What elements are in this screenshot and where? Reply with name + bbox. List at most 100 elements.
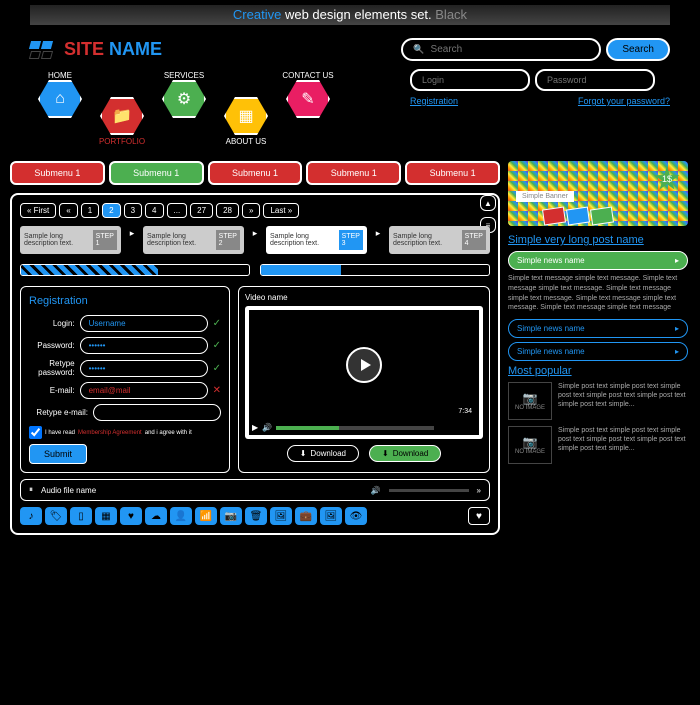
check-icon: ✓	[213, 363, 221, 374]
promo-banner[interactable]: 1$ Simple Banner	[508, 161, 688, 226]
video-time: 7:34/13.45	[438, 423, 476, 432]
step-3[interactable]: Sample long description text.STEP 3	[266, 226, 367, 254]
page-1[interactable]: 1	[81, 203, 99, 218]
reg-email-input[interactable]	[80, 382, 208, 399]
page-28[interactable]: 28	[216, 203, 239, 218]
nav-services[interactable]: ⚙	[162, 80, 206, 118]
popular-item[interactable]: 📷NO IMAGE Simple post text simple post t…	[508, 426, 688, 464]
submenu-2[interactable]: Submenu 1	[109, 161, 204, 185]
nav-about[interactable]: ▦	[224, 97, 268, 135]
audio-progress[interactable]	[389, 489, 469, 492]
volume-icon[interactable]: 🔊	[262, 423, 272, 432]
page-last[interactable]: Last »	[263, 203, 299, 218]
check-icon: ✓	[213, 318, 221, 329]
reg-login-input[interactable]	[80, 315, 208, 332]
news-item-3[interactable]: Simple news name	[508, 342, 688, 361]
price-badge: 1$	[654, 166, 680, 192]
noimage-icon: 📷NO IMAGE	[508, 382, 552, 420]
download-button-1[interactable]: ⬇Download	[287, 445, 359, 462]
image-icon[interactable]: 🖼	[270, 507, 292, 525]
reg-pass-input[interactable]	[80, 337, 208, 354]
nav-contact[interactable]: ✎	[286, 80, 330, 118]
tag-icon[interactable]: 🏷	[45, 507, 67, 525]
card-icon	[542, 207, 566, 226]
registration-link[interactable]: Registration	[410, 96, 458, 106]
camera-icon[interactable]: 📷	[220, 507, 242, 525]
nav-portfolio[interactable]: 📁	[100, 97, 144, 135]
step-1[interactable]: Sample long description text.STEP 1	[20, 226, 121, 254]
title-banner: Creative web design elements set. Black	[30, 5, 670, 25]
hex-nav: HOME⌂ 📁PORTFOLIO SERVICES⚙ ▦ABOUT US CON…	[30, 69, 380, 146]
popular-item[interactable]: 📷NO IMAGE Simple post text simple post t…	[508, 382, 688, 420]
news-body: Simple text message simple text message.…	[508, 274, 688, 313]
search-input[interactable]	[431, 44, 590, 55]
news-item-2[interactable]: Simple news name	[508, 319, 688, 338]
site-name: SITE NAME	[64, 39, 162, 60]
submenu-bar: Submenu 1 Submenu 1 Submenu 1 Submenu 1 …	[10, 161, 500, 185]
stats-icon[interactable]: ▯	[70, 507, 92, 525]
download-button-2[interactable]: ⬇Download	[369, 445, 441, 462]
pagination: « First « 1 2 3 4 ... 27 28 » Last »	[20, 203, 490, 218]
nav-home[interactable]: ⌂	[38, 80, 82, 118]
eye-icon[interactable]: 👁	[345, 507, 367, 525]
video-area[interactable]: 7:34	[249, 310, 479, 420]
password-input[interactable]	[535, 69, 655, 91]
search-button[interactable]: Search	[606, 38, 670, 61]
nav-services-label: SERVICES	[164, 71, 204, 80]
next-icon[interactable]: »	[477, 486, 481, 495]
step-2[interactable]: Sample long description text.STEP 2	[143, 226, 244, 254]
x-icon: ✕	[213, 385, 221, 396]
popular-title: Most popular	[508, 365, 688, 377]
volume-icon[interactable]: 🔊	[371, 486, 381, 495]
page-first[interactable]: « First	[20, 203, 56, 218]
search-box[interactable]: 🔍	[401, 38, 601, 61]
search-icon: 🔍	[413, 44, 424, 55]
submenu-1[interactable]: Submenu 1	[10, 161, 105, 185]
reg-repass-input[interactable]	[80, 360, 208, 377]
play-button[interactable]	[346, 347, 382, 383]
rss-icon[interactable]: 📶	[195, 507, 217, 525]
form-title: Registration	[29, 295, 221, 307]
heart-icon[interactable]: ♥	[120, 507, 142, 525]
page-prev[interactable]: «	[59, 203, 77, 218]
post-title[interactable]: Simple very long post name	[508, 234, 688, 246]
step-next-icon[interactable]: ▸	[371, 226, 385, 240]
play-icon[interactable]: ▶	[252, 423, 258, 432]
nav-about-label: ABOUT US	[226, 137, 267, 146]
page-next[interactable]: »	[242, 203, 260, 218]
step-4[interactable]: Sample long description text.STEP 4	[389, 226, 490, 254]
step-next-icon[interactable]: ▸	[248, 226, 262, 240]
logo-icon	[30, 41, 54, 59]
forgot-link[interactable]: Forgot your password?	[578, 96, 670, 106]
page-27[interactable]: 27	[190, 203, 213, 218]
scroll-up[interactable]: ▲	[480, 195, 496, 211]
briefcase-icon[interactable]: 💼	[295, 507, 317, 525]
pause-icon[interactable]: ⏸	[29, 485, 33, 495]
agree-checkbox[interactable]: I have read Membership Agreement and i a…	[29, 426, 221, 439]
page-3[interactable]: 3	[124, 203, 142, 218]
page-2[interactable]: 2	[102, 203, 120, 218]
nav-contact-label: CONTACT US	[282, 71, 333, 80]
download-icon: ⬇	[382, 449, 389, 458]
fav-icon[interactable]: ♥	[468, 507, 490, 525]
page-4[interactable]: 4	[145, 203, 163, 218]
icon-toolbar: ♪ 🏷 ▯ ▦ ♥ ☁ 👤 📶 📷 🗑 🖼 💼 🖼 👁 ♥	[20, 507, 490, 525]
gallery-icon[interactable]: 🖼	[320, 507, 342, 525]
download-icon: ⬇	[300, 449, 307, 458]
news-item-1[interactable]: Simple news name	[508, 251, 688, 270]
music-icon[interactable]: ♪	[20, 507, 42, 525]
user-icon[interactable]: 👤	[170, 507, 192, 525]
submit-button[interactable]: Submit	[29, 444, 87, 464]
submenu-3[interactable]: Submenu 1	[208, 161, 303, 185]
step-next-icon[interactable]: ▸	[125, 226, 139, 240]
submenu-4[interactable]: Submenu 1	[306, 161, 401, 185]
reg-reemail-input[interactable]	[93, 404, 221, 421]
login-input[interactable]	[410, 69, 530, 91]
noimage-icon: 📷NO IMAGE	[508, 426, 552, 464]
grid-icon[interactable]: ▦	[95, 507, 117, 525]
trash-icon[interactable]: 🗑	[245, 507, 267, 525]
cloud-icon[interactable]: ☁	[145, 507, 167, 525]
video-progress[interactable]	[276, 426, 434, 430]
submenu-5[interactable]: Submenu 1	[405, 161, 500, 185]
login-area: Registration Forgot your password?	[410, 69, 670, 146]
